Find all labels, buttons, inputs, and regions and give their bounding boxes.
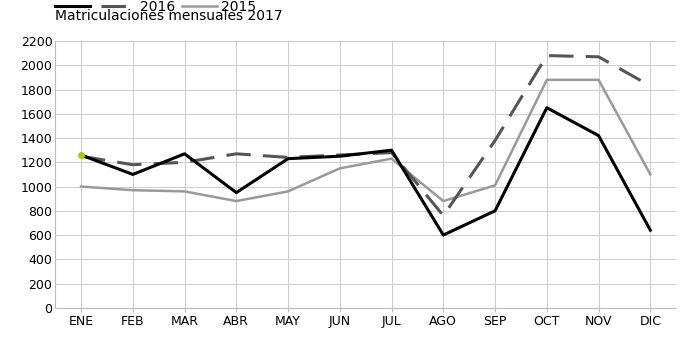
Legend: , 2016, 2015: , 2016, 2015: [55, 0, 256, 14]
Text: Matriculaciones mensuales 2017: Matriculaciones mensuales 2017: [55, 9, 283, 23]
